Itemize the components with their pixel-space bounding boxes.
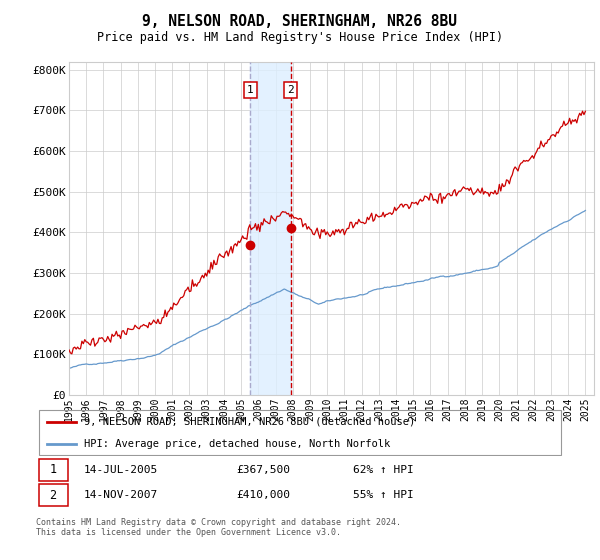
Text: 55% ↑ HPI: 55% ↑ HPI bbox=[353, 490, 413, 500]
Text: 1: 1 bbox=[49, 463, 56, 476]
Text: HPI: Average price, detached house, North Norfolk: HPI: Average price, detached house, Nort… bbox=[83, 438, 390, 449]
Text: Price paid vs. HM Land Registry's House Price Index (HPI): Price paid vs. HM Land Registry's House … bbox=[97, 31, 503, 44]
Text: £367,500: £367,500 bbox=[236, 465, 290, 475]
Text: 62% ↑ HPI: 62% ↑ HPI bbox=[353, 465, 413, 475]
Text: 2: 2 bbox=[49, 489, 56, 502]
Text: 2: 2 bbox=[287, 85, 294, 95]
Text: 14-NOV-2007: 14-NOV-2007 bbox=[83, 490, 158, 500]
Bar bbox=[250, 62, 290, 395]
Text: £410,000: £410,000 bbox=[236, 490, 290, 500]
Text: 14-JUL-2005: 14-JUL-2005 bbox=[83, 465, 158, 475]
Text: 1: 1 bbox=[247, 85, 254, 95]
Text: 9, NELSON ROAD, SHERINGHAM, NR26 8BU: 9, NELSON ROAD, SHERINGHAM, NR26 8BU bbox=[143, 14, 458, 29]
Text: Contains HM Land Registry data © Crown copyright and database right 2024.
This d: Contains HM Land Registry data © Crown c… bbox=[36, 518, 401, 538]
Text: 9, NELSON ROAD, SHERINGHAM, NR26 8BU (detached house): 9, NELSON ROAD, SHERINGHAM, NR26 8BU (de… bbox=[83, 417, 415, 427]
